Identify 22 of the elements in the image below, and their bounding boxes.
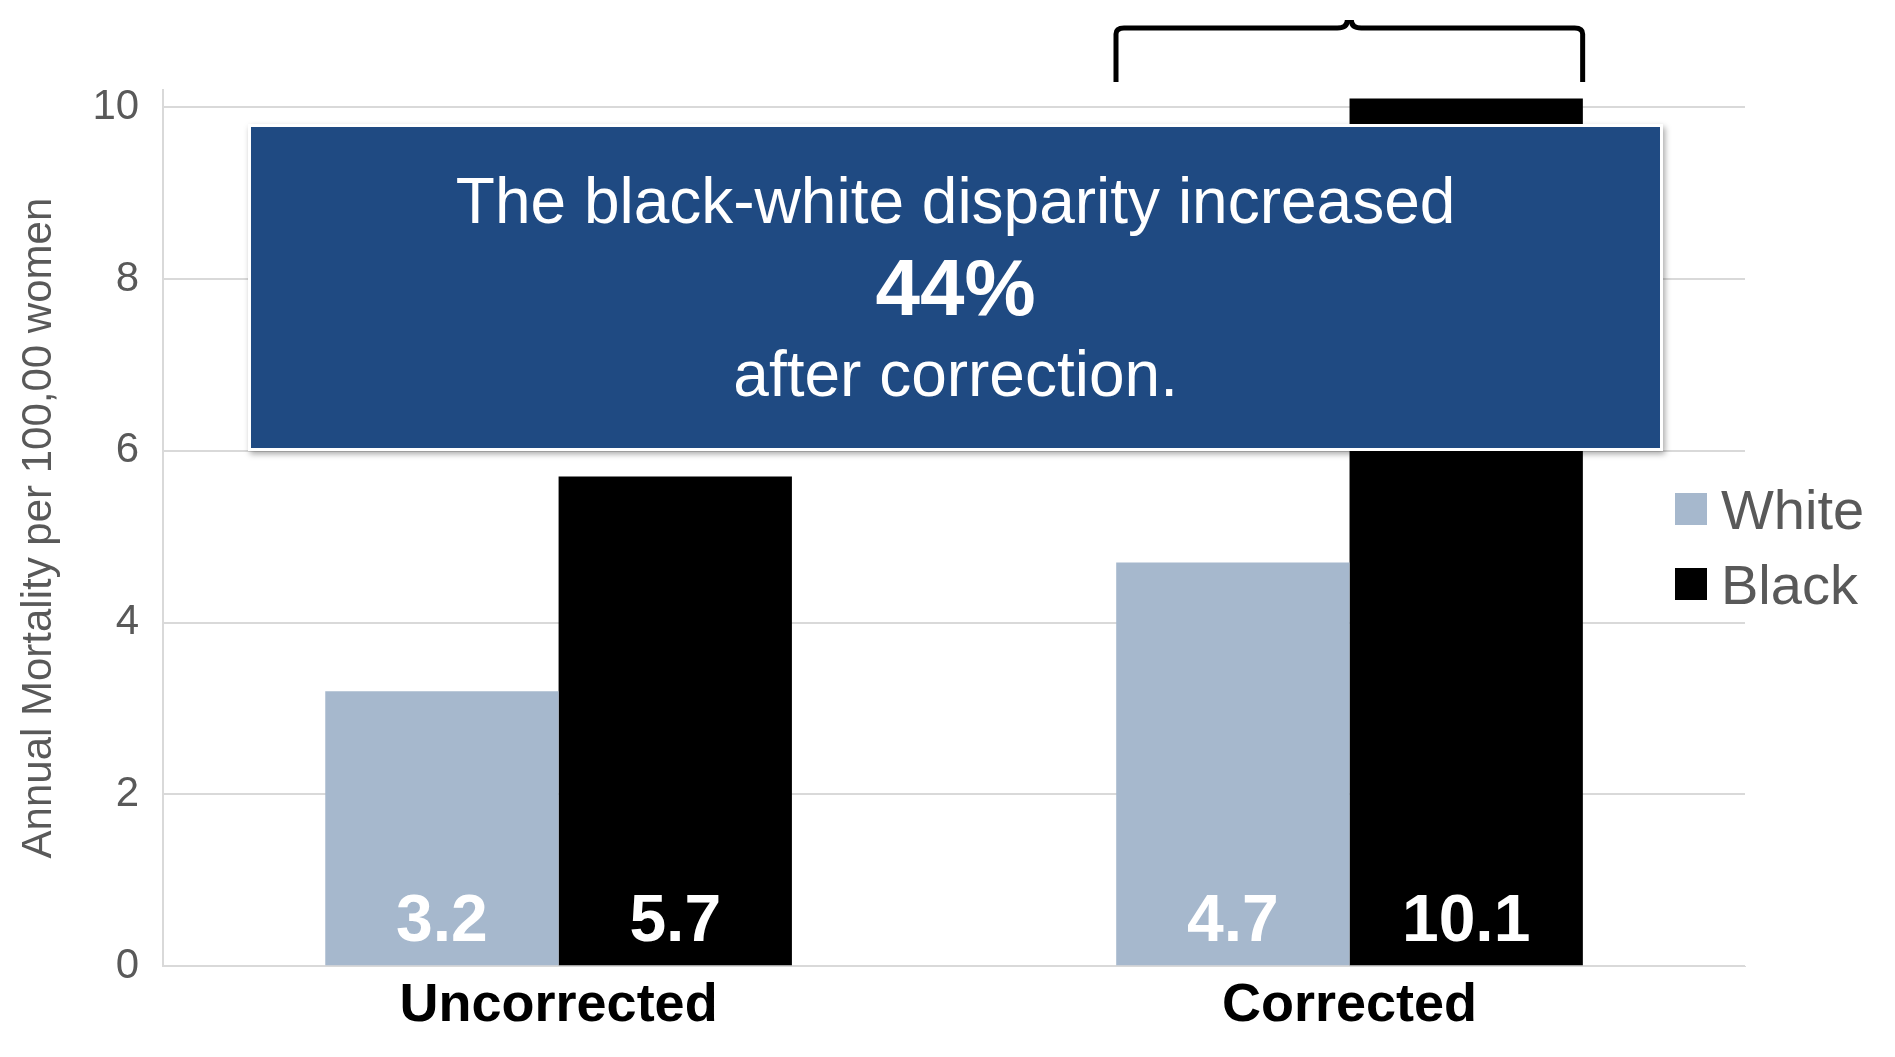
y-tick-label: 6: [115, 424, 140, 472]
annotation: The black-white disparity increased: [454, 163, 1457, 239]
y-tick-label: 2: [115, 767, 140, 815]
y-axis-title: Annual Mortality per 100,00 women: [12, 197, 60, 859]
data-label: 4.7: [1186, 881, 1279, 956]
data-label: 5.7: [629, 881, 722, 956]
legend-label: Black: [1721, 551, 1858, 617]
y-tick-label: 10: [92, 80, 140, 128]
bar: [1116, 562, 1350, 966]
y-tick-label: 4: [115, 596, 140, 644]
text-box: The black-white disparity increased 44% after correction.: [248, 124, 1664, 451]
y-tick-label: 8: [115, 252, 140, 300]
data-label: 3.2: [396, 881, 488, 956]
annotation: after correction.: [732, 336, 1179, 412]
x-tick-label: Uncorrected: [399, 972, 718, 1033]
annotation: 44%: [874, 241, 1037, 334]
bar: [325, 691, 559, 966]
y-tick-label: 0: [115, 939, 140, 987]
x-tick-label: Corrected: [1221, 972, 1478, 1033]
data-label: 10.1: [1401, 881, 1531, 956]
bar: [558, 476, 792, 966]
legend-label: White: [1721, 476, 1865, 542]
